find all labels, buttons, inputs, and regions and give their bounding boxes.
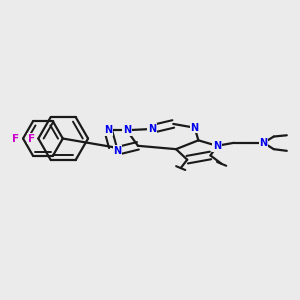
Text: N: N [113, 146, 122, 156]
Text: F: F [12, 134, 19, 143]
Text: N: N [123, 125, 131, 135]
Text: F: F [28, 134, 35, 143]
Text: N: N [260, 138, 268, 148]
Text: N: N [213, 141, 221, 151]
Text: N: N [148, 124, 156, 134]
Text: N: N [104, 125, 112, 135]
Text: N: N [190, 123, 199, 133]
